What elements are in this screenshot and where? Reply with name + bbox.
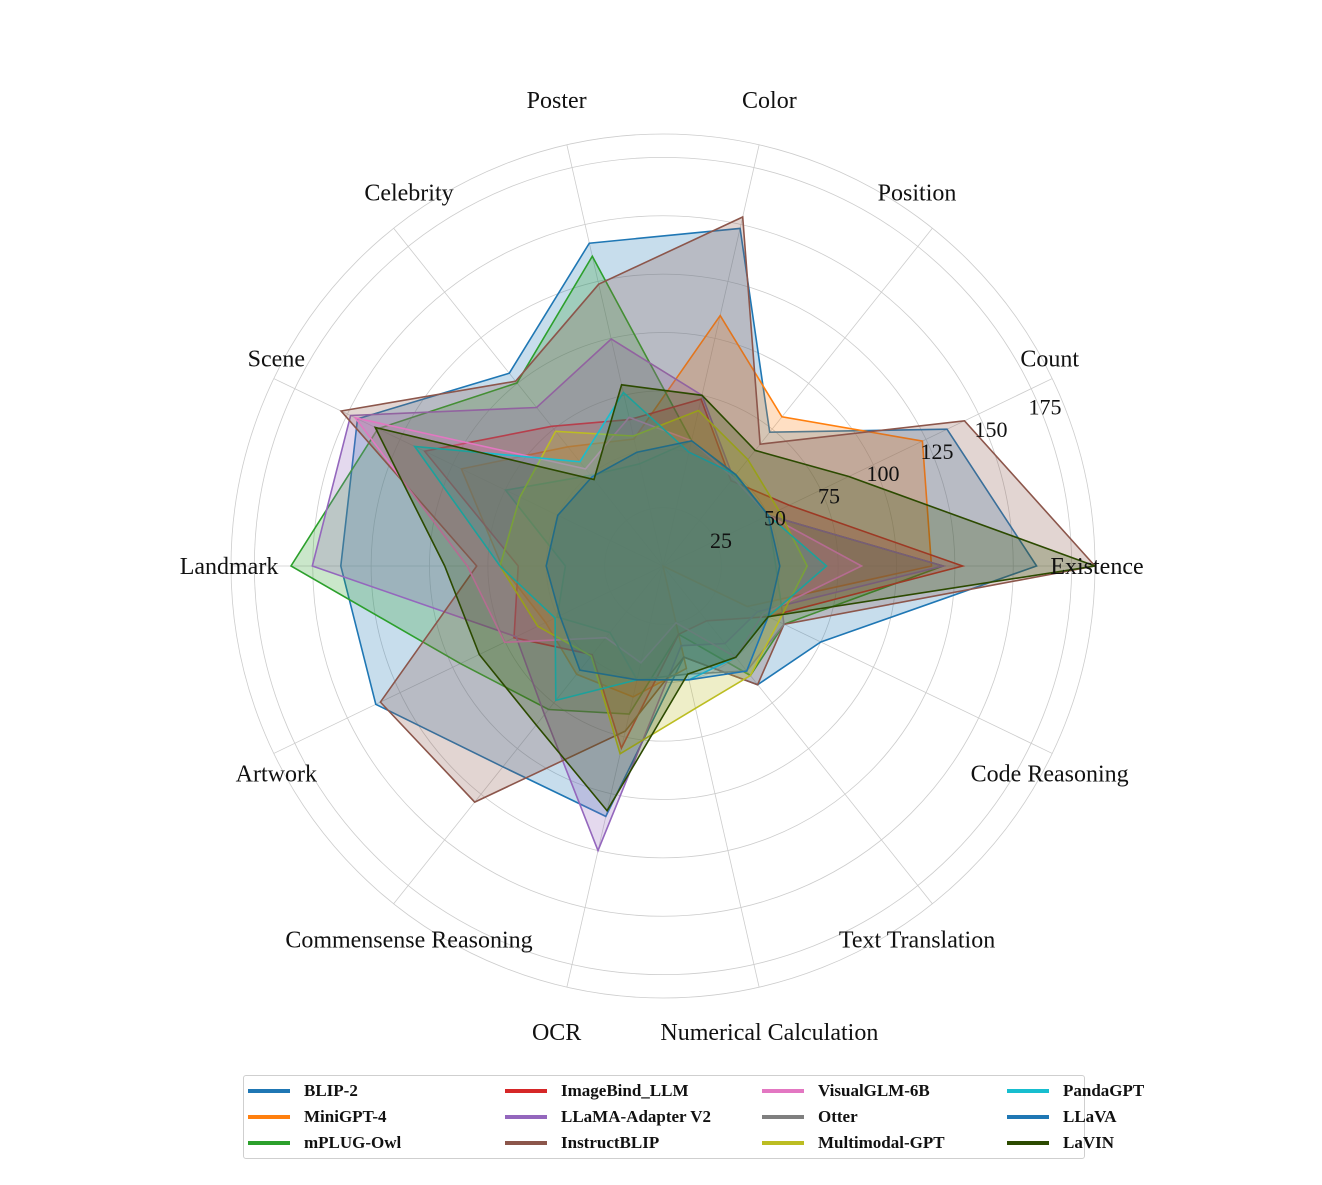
- legend-label-10: LLaVA: [1063, 1107, 1117, 1126]
- axis-label-13: Code Reasoning: [971, 761, 1129, 787]
- series-area-3: [423, 398, 966, 751]
- axis-label-1: Count: [1020, 347, 1079, 373]
- legend-swatch-1: [248, 1115, 290, 1119]
- spoke-3: [662, 144, 760, 567]
- legend: BLIP-2 MiniGPT-4 mPLUG-Owl ImageBind_LLM LLa…: [243, 1075, 1144, 1159]
- series-area-9: [413, 391, 828, 702]
- axis-label-5: Celebrity: [364, 180, 453, 206]
- legend-item-0: BLIP-2: [248, 1078, 505, 1104]
- radial-tick-4: 125: [920, 439, 953, 464]
- legend-label-8: Multimodal-GPT: [818, 1133, 945, 1152]
- spoke-4: [566, 144, 664, 567]
- legend-item-1: MiniGPT-4: [248, 1104, 505, 1130]
- legend-label-3: ImageBind_LLM: [561, 1081, 689, 1100]
- legend-swatch-2: [248, 1141, 290, 1145]
- spoke-12: [662, 565, 933, 905]
- legend-label-4: LLaMA-Adapter V2: [561, 1107, 712, 1126]
- legend-swatch-7: [762, 1115, 804, 1119]
- series-areas: [289, 215, 1097, 853]
- legend-label-6: VisualGLM-6B: [818, 1081, 930, 1100]
- axis-label-12: Text Translation: [839, 928, 995, 954]
- axis-label-2: Position: [878, 180, 957, 206]
- radar-chart: 25 50 75 100 125 150 175 Existence Count Positio…: [180, 88, 1144, 1046]
- legend-item-6: VisualGLM-6B: [762, 1078, 1007, 1104]
- legend-label-7: Otter: [818, 1107, 858, 1126]
- radial-tick-0: 25: [710, 528, 732, 553]
- axis-labels: Existence Count Position Color Poster Celebri…: [180, 88, 1144, 1046]
- legend-swatch-10: [1007, 1115, 1049, 1119]
- radial-tick-2: 75: [818, 483, 840, 508]
- series-area-4: [311, 338, 947, 853]
- spoke-10: [566, 565, 664, 988]
- axis-label-11: Numerical Calculation: [660, 1020, 878, 1046]
- series-area-6: [353, 416, 864, 664]
- spoke-6: [273, 378, 664, 567]
- axis-label-7: Landmark: [180, 554, 279, 580]
- spoke-8: [273, 565, 664, 754]
- radial-tick-6: 175: [1028, 395, 1061, 420]
- spoke-5: [393, 227, 664, 567]
- legend-swatch-3: [505, 1089, 547, 1093]
- legend-item-5: InstructBLIP: [505, 1130, 762, 1156]
- legend-swatch-8: [762, 1141, 804, 1145]
- legend-item-9: PandaGPT: [1007, 1078, 1144, 1104]
- legend-swatch-5: [505, 1141, 547, 1145]
- radial-tick-3: 100: [866, 461, 899, 486]
- legend-item-10: LLaVA: [1007, 1104, 1144, 1130]
- spoke-1: [662, 378, 1053, 567]
- legend-swatch-4: [505, 1115, 547, 1119]
- legend-item-8: Multimodal-GPT: [762, 1130, 1007, 1156]
- legend-label-11: LaVIN: [1063, 1133, 1115, 1152]
- radial-tick-5: 150: [974, 417, 1007, 442]
- legend-label-9: PandaGPT: [1063, 1081, 1145, 1100]
- series-area-10: [545, 439, 781, 681]
- legend-label-0: BLIP-2: [304, 1081, 358, 1100]
- legend-label-2: mPLUG-Owl: [304, 1133, 402, 1152]
- legend-label-5: InstructBLIP: [561, 1133, 660, 1152]
- spoke-2: [662, 227, 933, 567]
- legend-item-7: Otter: [762, 1104, 1007, 1130]
- radar-grid: [230, 133, 1096, 999]
- spoke-9: [393, 565, 664, 905]
- series-area-11: [373, 383, 1096, 813]
- legend-item-3: ImageBind_LLM: [505, 1078, 762, 1104]
- legend-label-1: MiniGPT-4: [304, 1107, 387, 1126]
- radial-tick-1: 50: [764, 506, 786, 531]
- axis-label-0: Existence: [1050, 554, 1143, 580]
- legend-item-2: mPLUG-Owl: [248, 1130, 505, 1156]
- axis-label-8: Artwork: [236, 761, 317, 787]
- legend-swatch-6: [762, 1089, 804, 1093]
- legend-item-4: LLaMA-Adapter V2: [505, 1104, 762, 1130]
- legend-item-11: LaVIN: [1007, 1130, 1144, 1156]
- axis-label-10: OCR: [532, 1020, 581, 1046]
- radial-tick-labels: 25 50 75 100 125 150 175: [710, 395, 1061, 553]
- legend-swatch-9: [1007, 1089, 1049, 1093]
- axis-label-3: Color: [742, 88, 797, 114]
- legend-swatch-11: [1007, 1141, 1049, 1145]
- series-area-5: [339, 215, 1097, 804]
- legend-swatch-0: [248, 1089, 290, 1093]
- axis-label-6: Scene: [248, 347, 305, 373]
- axis-label-9: Commensense Reasoning: [285, 928, 532, 954]
- axis-label-4: Poster: [527, 88, 587, 114]
- series-area-1: [460, 314, 933, 698]
